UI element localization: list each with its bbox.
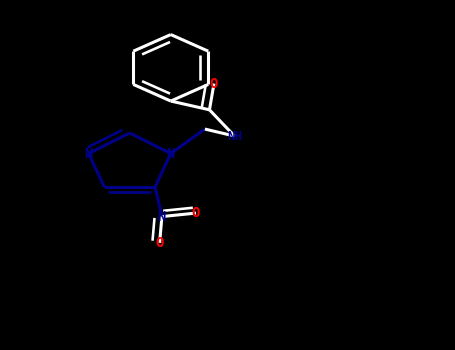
- Text: N: N: [158, 210, 166, 224]
- Text: O: O: [192, 206, 200, 220]
- Text: O: O: [156, 236, 164, 250]
- Text: NH: NH: [227, 130, 242, 142]
- Text: N: N: [84, 147, 93, 161]
- Text: O: O: [210, 77, 218, 91]
- Text: N: N: [167, 147, 175, 161]
